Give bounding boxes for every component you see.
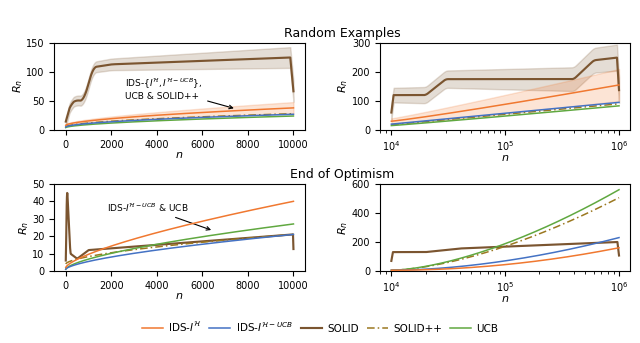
Y-axis label: $R_n$: $R_n$ bbox=[17, 221, 31, 235]
Title: End of Optimism: End of Optimism bbox=[291, 168, 394, 181]
X-axis label: $n$: $n$ bbox=[175, 291, 184, 301]
Y-axis label: $R_n$: $R_n$ bbox=[11, 79, 25, 93]
Title: Random Examples: Random Examples bbox=[284, 27, 401, 40]
Y-axis label: $R_n$: $R_n$ bbox=[337, 221, 350, 235]
Text: IDS-$I^{\mathcal{H}-UCB}$ & UCB: IDS-$I^{\mathcal{H}-UCB}$ & UCB bbox=[107, 201, 210, 230]
Text: IDS-$\{I^{\mathcal{H}}, I^{\mathcal{H}-UCB}\}$,
UCB & SOLID++: IDS-$\{I^{\mathcal{H}}, I^{\mathcal{H}-U… bbox=[125, 76, 233, 109]
Y-axis label: $R_n$: $R_n$ bbox=[337, 79, 350, 93]
X-axis label: $n$: $n$ bbox=[175, 150, 184, 159]
X-axis label: $n$: $n$ bbox=[501, 295, 509, 305]
X-axis label: $n$: $n$ bbox=[501, 153, 509, 164]
Legend: IDS-$I^{\mathcal{H}}$, IDS-$I^{\mathcal{H}-UCB}$, SOLID, SOLID++, UCB: IDS-$I^{\mathcal{H}}$, IDS-$I^{\mathcal{… bbox=[138, 316, 502, 338]
